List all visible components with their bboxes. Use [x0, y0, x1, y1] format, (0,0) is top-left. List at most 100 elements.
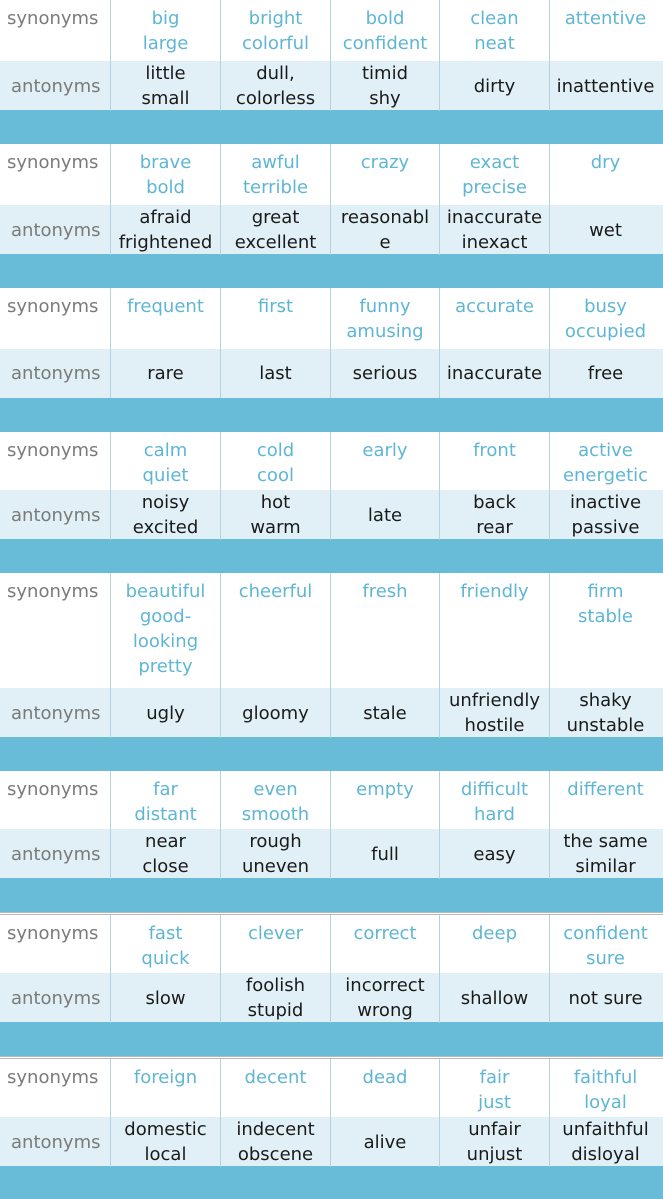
antonyms-label-text: antonyms [11, 219, 101, 241]
synonym-word: funny [359, 296, 411, 317]
antonym-cell: great excellent [221, 205, 331, 255]
antonym-word: great [251, 207, 300, 228]
word-group-3: synonyms frequent first funny amusing accurat… [0, 288, 663, 432]
antonym-word: near [145, 831, 186, 852]
synonym-cell: cold cool [221, 432, 331, 490]
synonym-word: beautiful [125, 581, 206, 602]
synonym-cell: clever [221, 915, 331, 973]
antonym-word: inaccurate [446, 363, 543, 384]
synonym-cell: cheerful [221, 573, 331, 688]
synonym-word: quiet [142, 465, 189, 486]
separator-bar [0, 737, 663, 771]
synonyms-label-text: synonyms [7, 152, 99, 173]
antonym-cell: late [331, 490, 440, 540]
antonym-cell: afraid frightened [111, 205, 221, 255]
antonyms-row: antonyms ugly gloomy stale unfriendly hostile… [0, 688, 663, 738]
antonym-cell: dull, colorless [221, 61, 331, 111]
synonym-cell: decent [221, 1059, 331, 1117]
synonym-cell: foreign [111, 1059, 221, 1117]
antonyms-row: antonyms domestic local indecent obscene aliv… [0, 1117, 663, 1167]
synonym-word: far [153, 779, 178, 800]
synonym-cell: dead [331, 1059, 440, 1117]
antonym-word: late [367, 504, 403, 526]
antonym-cell: hot warm [221, 490, 331, 540]
antonym-word: wrong [357, 1000, 413, 1021]
antonym-cell: inactive passive [550, 490, 661, 540]
antonym-word: dull, [256, 63, 295, 84]
synonym-word: front [473, 440, 516, 461]
synonym-word: hard [474, 804, 515, 825]
synonym-cell: far distant [111, 771, 221, 829]
synonym-word: dry [590, 152, 621, 173]
antonyms-label-text: antonyms [11, 1131, 101, 1153]
synonym-word: different [567, 779, 644, 800]
antonym-cell: little small [111, 61, 221, 111]
separator-bar [0, 1166, 663, 1199]
antonyms-row: antonyms slow foolish stupid incorrect wrong s… [0, 973, 663, 1023]
synonym-word: busy [584, 296, 627, 317]
antonym-word: timid [361, 63, 409, 84]
synonyms-label-text: synonyms [7, 581, 99, 602]
synonym-word: precise [462, 177, 527, 198]
synonyms-label: synonyms [0, 432, 111, 490]
antonym-cell: slow [111, 973, 221, 1023]
synonyms-row: synonyms foreign decent dead fair just faithfu… [0, 1059, 663, 1117]
synonym-word: even [253, 779, 298, 800]
synonym-cell: accurate [440, 288, 550, 349]
synonyms-label-text: synonyms [7, 440, 99, 461]
antonym-word: not sure [568, 987, 643, 1009]
antonym-word: the same [563, 831, 648, 852]
synonym-word: fast [148, 923, 183, 944]
synonym-word: cheerful [238, 581, 313, 602]
synonym-word: amusing [346, 321, 424, 342]
antonym-word: unstable [566, 715, 645, 736]
antonym-cell: rare [111, 349, 221, 398]
antonym-word: warm [250, 517, 301, 538]
synonyms-label-text: synonyms [7, 1067, 99, 1088]
synonym-word: dead [362, 1067, 408, 1088]
antonym-cell: serious [331, 349, 440, 398]
synonym-word: sure [586, 948, 625, 969]
antonym-word: incorrect [345, 975, 425, 996]
synonym-word: just [478, 1092, 511, 1113]
antonym-cell: unfriendly hostile [440, 688, 550, 738]
antonym-word: ugly [146, 702, 185, 724]
antonym-word: rear [476, 517, 513, 538]
synonym-cell: faithful loyal [550, 1059, 661, 1117]
antonym-cell: near close [111, 829, 221, 879]
antonym-cell: free [550, 349, 661, 398]
antonyms-label: antonyms [0, 61, 111, 111]
synonym-word: early [362, 440, 408, 461]
synonyms-row: synonyms far distant even smooth empty difficu… [0, 771, 663, 829]
synonym-word: brave [139, 152, 192, 173]
synonym-cell: fresh [331, 573, 440, 688]
synonyms-row: synonyms fast quick clever correct deep confid… [0, 915, 663, 973]
antonyms-label: antonyms [0, 1117, 111, 1167]
word-group-6: synonyms far distant even smooth empty difficu… [0, 771, 663, 912]
antonym-word: disloyal [571, 1144, 640, 1165]
synonym-cell: bold confident [331, 0, 440, 61]
antonym-cell: noisy excited [111, 490, 221, 540]
antonyms-label-text: antonyms [11, 363, 101, 384]
synonym-word: fair [479, 1067, 510, 1088]
antonym-cell: inattentive [550, 61, 661, 111]
synonym-word: first [257, 296, 294, 317]
antonyms-label-text: antonyms [11, 987, 101, 1009]
synonym-word: correct [353, 923, 417, 944]
antonym-word: dirty [473, 75, 516, 97]
separator-bar [0, 878, 663, 912]
separator-bar [0, 1022, 663, 1056]
synonym-word: faithful [573, 1067, 638, 1088]
antonym-word: rare [147, 363, 184, 384]
synonym-word: crazy [360, 152, 410, 173]
antonyms-label: antonyms [0, 205, 111, 255]
synonym-word: accurate [455, 296, 534, 317]
synonym-cell: deep [440, 915, 550, 973]
antonyms-label: antonyms [0, 829, 111, 879]
synonym-word: cold [256, 440, 295, 461]
synonym-word: deep [472, 923, 517, 944]
synonym-word: foreign [133, 1067, 198, 1088]
antonyms-label: antonyms [0, 973, 111, 1023]
synonym-cell: busy occupied [550, 288, 661, 349]
antonym-word: close [142, 856, 189, 877]
